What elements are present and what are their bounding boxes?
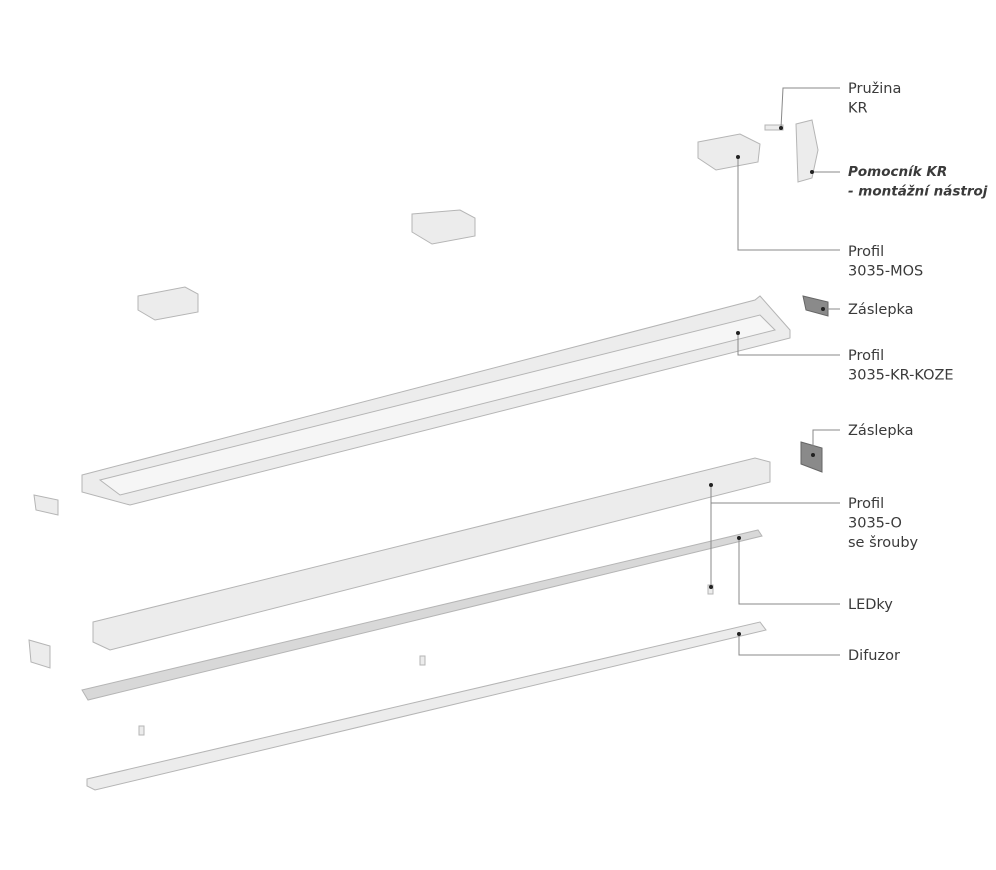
screw	[419, 655, 426, 666]
part-label: Difuzor	[848, 648, 900, 664]
part-label: LEDky	[848, 597, 893, 613]
leader	[780, 87, 840, 129]
leader	[812, 429, 840, 455]
end-cap-4	[28, 639, 51, 669]
part-label: Profil	[848, 244, 884, 260]
part-label: Profil	[848, 348, 884, 364]
end-cap-2	[800, 441, 823, 473]
tool	[795, 119, 819, 183]
leader	[738, 634, 840, 656]
part-label: Záslepka	[848, 302, 914, 318]
part-label: Profil	[848, 496, 884, 512]
part-label: 3035-O	[848, 516, 902, 532]
labels: Pružina KR Pomocník KR - montážní nástroj Pr…	[848, 81, 988, 664]
end-cap-3	[33, 494, 59, 516]
leader	[737, 157, 840, 251]
profile-o	[92, 457, 771, 651]
part-label: Záslepka	[848, 423, 914, 439]
screw	[138, 725, 145, 736]
part-label: KR	[848, 101, 868, 117]
part-label: 3035-MOS	[848, 264, 923, 280]
leader	[737, 333, 840, 356]
leaders	[709, 87, 840, 656]
diffuser	[86, 621, 767, 791]
part-label: - montážní nástroj	[848, 184, 988, 200]
part-label: se šrouby	[848, 535, 919, 551]
part-label: Pružina	[848, 81, 901, 97]
leader	[738, 538, 840, 605]
mount-3	[697, 133, 761, 171]
mount-1	[137, 286, 199, 321]
part-label: Pomocník KR	[848, 164, 947, 180]
led-strip	[81, 529, 763, 701]
profile-kr-koze-inner	[98, 314, 776, 496]
part-label: 3035-KR-KOZE	[848, 368, 954, 384]
mount-2	[411, 209, 476, 245]
end-cap-1	[802, 295, 829, 317]
dots	[709, 126, 825, 636]
spring	[764, 124, 784, 131]
parts	[28, 119, 829, 791]
